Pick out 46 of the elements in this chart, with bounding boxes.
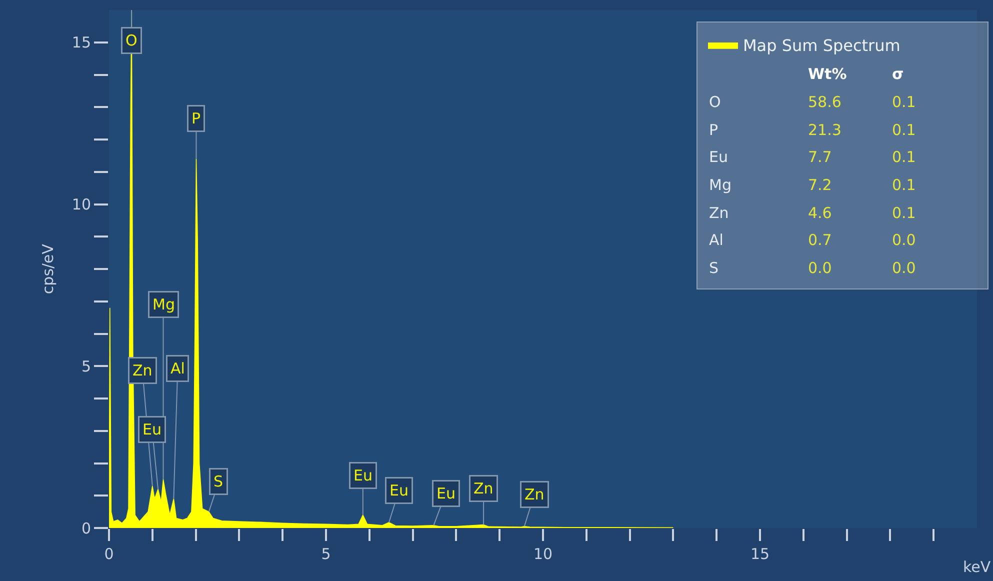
annotation: Eu (354, 466, 372, 484)
y-tick-label: 5 (81, 357, 91, 376)
legend-label: Map Sum Spectrum (743, 36, 900, 56)
annotation: Zn (524, 486, 544, 504)
annotation: Eu (390, 482, 408, 500)
annotation: 4.6 (808, 204, 832, 222)
annotation: 0.0 (892, 231, 916, 249)
annotation: Wt% (808, 65, 847, 83)
annotation: 0.1 (892, 93, 916, 111)
x-tick-label: 15 (750, 545, 770, 563)
annotation: S (214, 472, 224, 490)
annotation: O (709, 93, 721, 111)
annotation: Mg (709, 176, 732, 194)
y-axis-title: cps/eV (39, 243, 58, 294)
annotation: 0.0 (892, 259, 916, 277)
annotation: Zn (132, 362, 152, 380)
annotation: Zn (474, 480, 494, 498)
annotation: 0.1 (892, 204, 916, 222)
annotation: 7.7 (808, 148, 832, 166)
annotation: Zn (709, 204, 729, 222)
annotation: 0.0 (808, 259, 832, 277)
annotation: Mg (152, 296, 175, 314)
annotation: P (192, 110, 201, 128)
y-tick-label: 15 (72, 34, 91, 52)
annotation: σ (892, 65, 904, 83)
x-axis-title: keV (963, 558, 992, 576)
annotation: Al (709, 231, 724, 249)
annotation: Eu (436, 484, 456, 502)
annotation: 7.2 (808, 176, 832, 194)
annotation: 0.1 (892, 176, 916, 194)
annotation: 21.3 (808, 121, 842, 139)
x-tick-label: 0 (104, 545, 114, 563)
x-tick-label: 10 (533, 545, 553, 563)
annotation: 0.1 (892, 148, 916, 166)
annotation: S (709, 259, 719, 277)
annotation: Eu (709, 148, 728, 166)
annotation: 0.1 (892, 121, 916, 139)
annotation: P (709, 121, 718, 139)
annotation: O (126, 32, 138, 50)
x-tick-label: 5 (321, 545, 331, 563)
annotation: Eu (142, 420, 162, 438)
annotation: 0.7 (808, 231, 832, 249)
annotation: 58.6 (808, 93, 842, 111)
y-tick-label: 10 (72, 196, 91, 214)
y-tick-label: 0 (81, 519, 91, 538)
annotation: Al (170, 360, 185, 378)
